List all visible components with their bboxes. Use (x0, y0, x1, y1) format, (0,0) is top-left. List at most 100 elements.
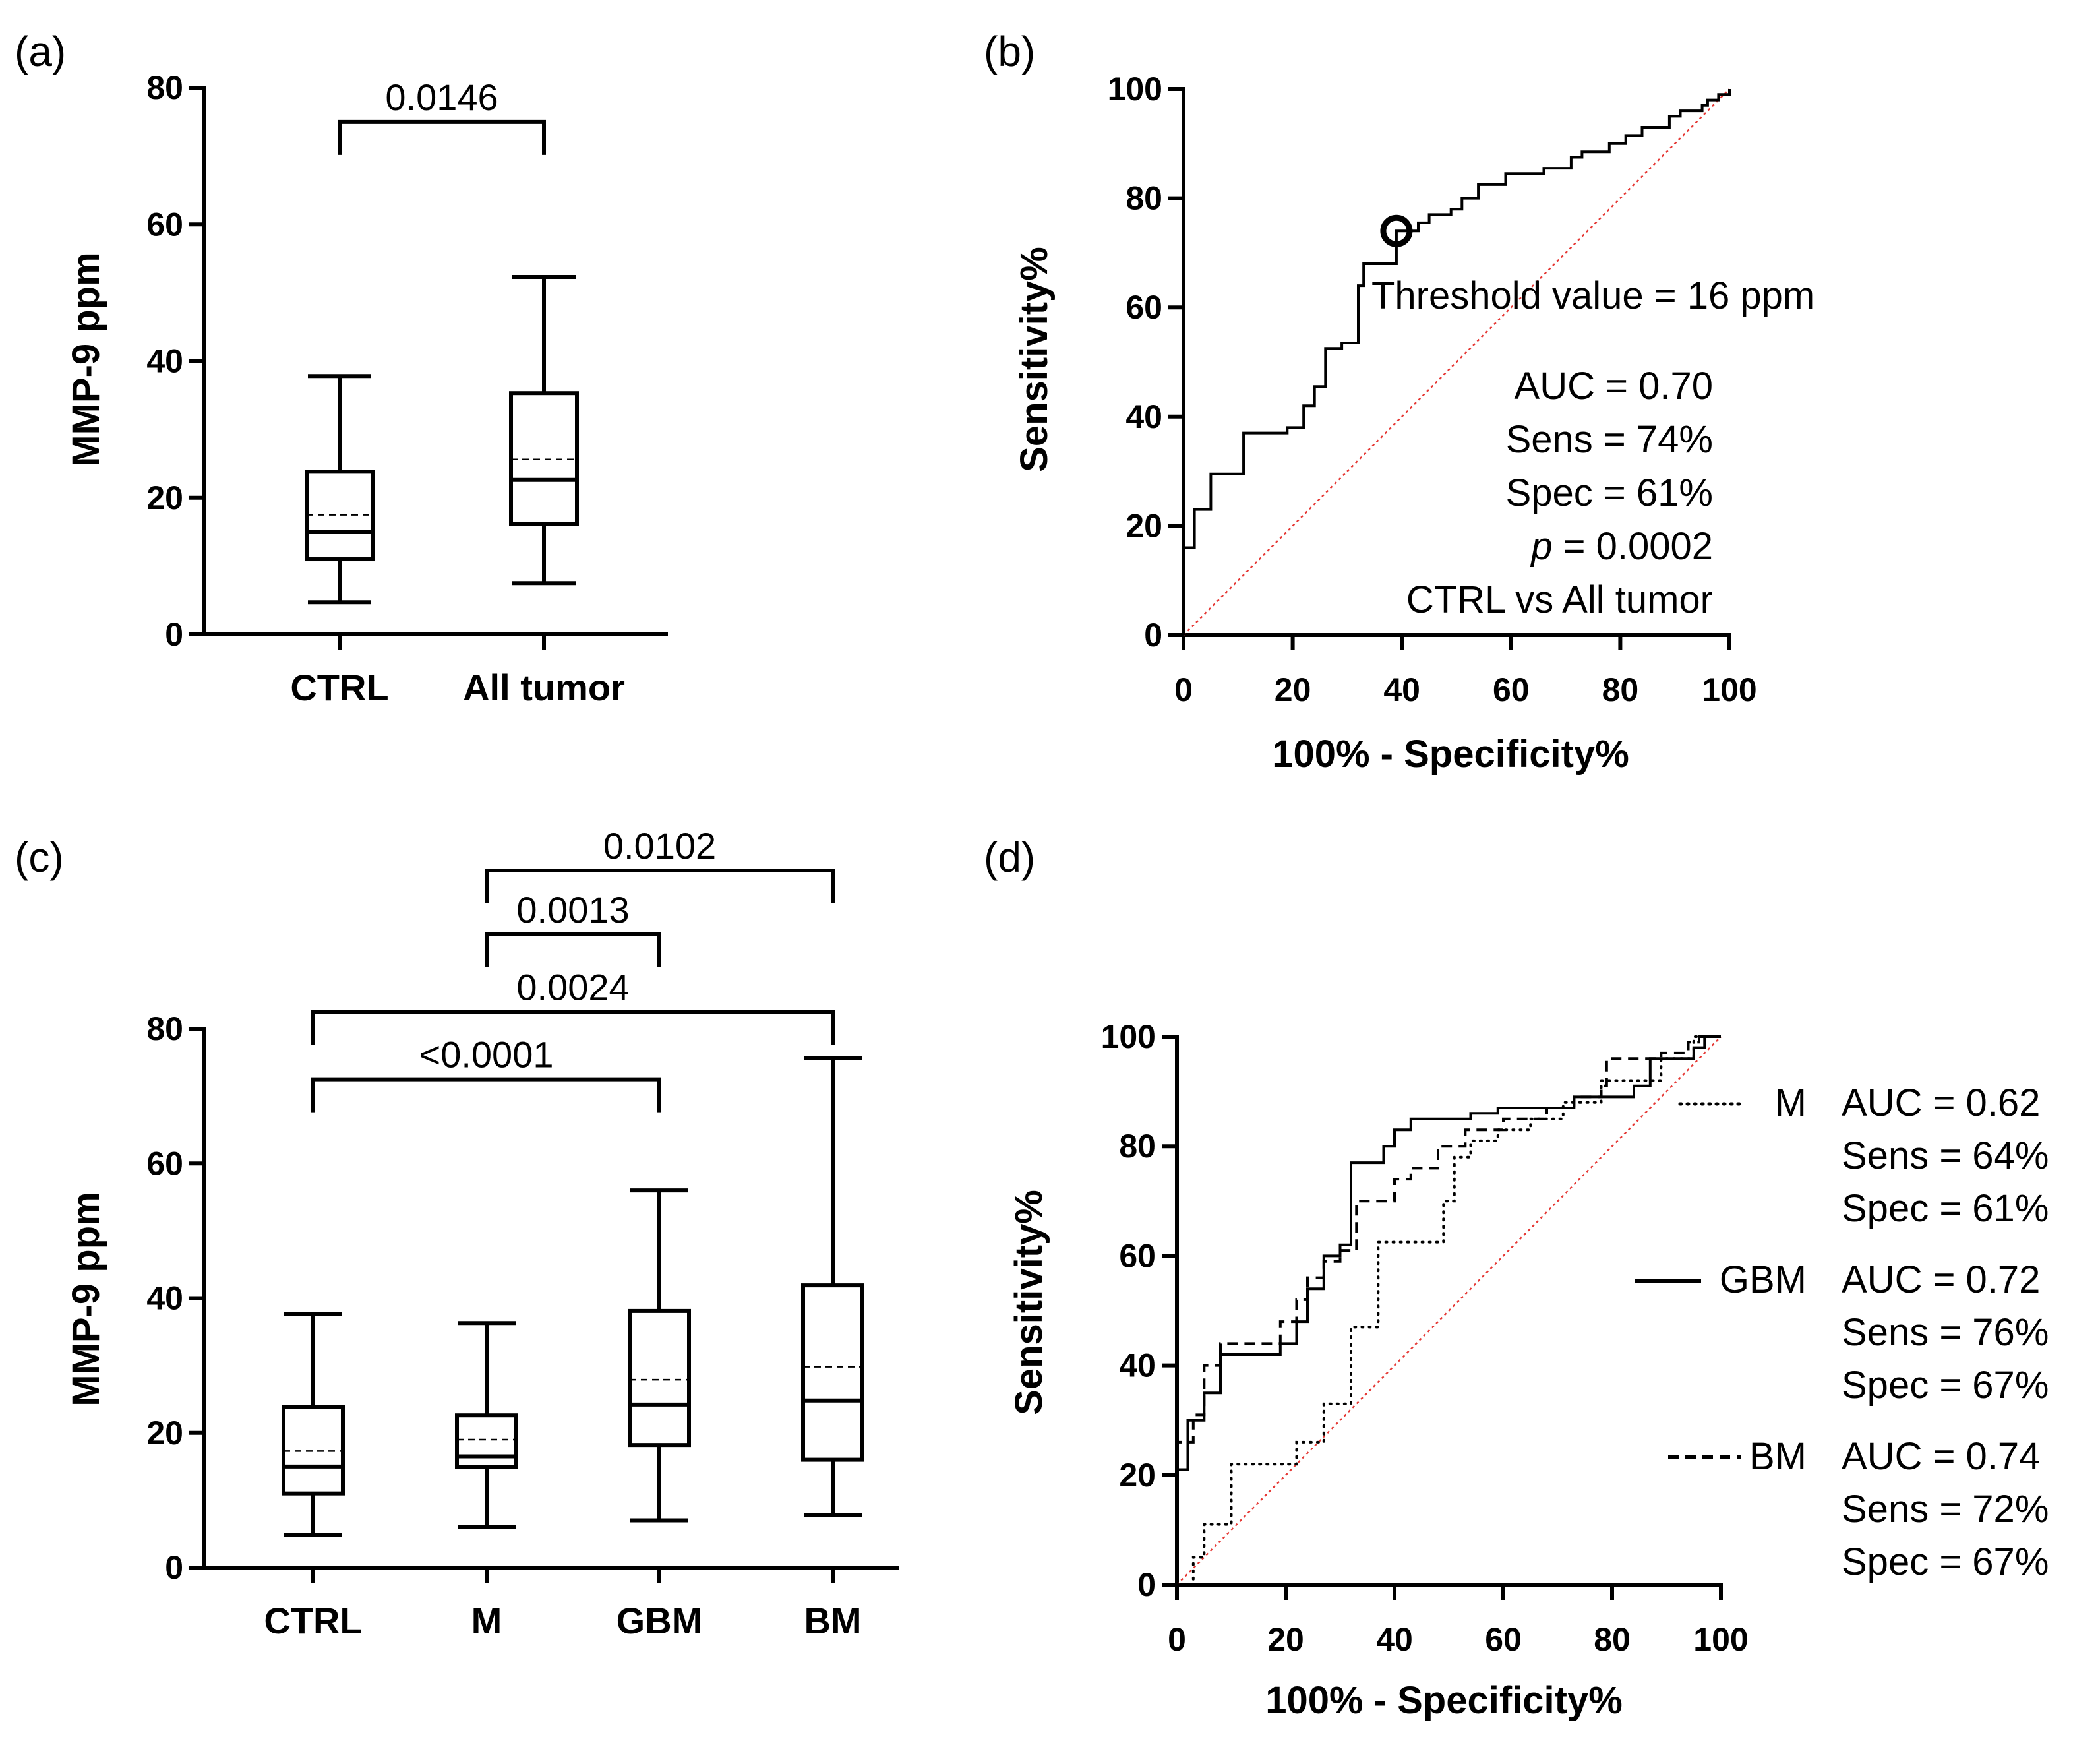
y-tick-label: 20 (1119, 1457, 1156, 1494)
y-tick-label: 20 (146, 1415, 183, 1451)
y-tick-label: 80 (1119, 1128, 1156, 1165)
y-tick-label: 0 (165, 1549, 183, 1586)
y-tick-label: 100 (1108, 71, 1162, 107)
auc-label: AUC = 0.70 (1515, 365, 1713, 408)
box-iqr (455, 1413, 518, 1469)
category-label: CTRL (264, 1600, 362, 1641)
p-value-label: 0.0102 (603, 825, 716, 867)
panel-d: (d) Sensitivity% 100% - Specificity% 0 20… (984, 834, 2049, 1722)
panel-b: (b) Sensitivity% 100% - Specificity% 0 20… (984, 28, 1815, 776)
y-tick-label: 60 (1119, 1237, 1156, 1274)
roc-curve-gbm (1176, 1035, 1721, 1585)
plot-area: 0 20 40 60 80 100 0 20 40 60 80 100 (1101, 1018, 1749, 1658)
y-tick-label: 0 (165, 616, 183, 653)
significance-bracket (311, 1077, 661, 1113)
x-tick-label: 100 (1702, 671, 1756, 708)
legend-sens: Sens = 76% (1842, 1311, 2049, 1354)
x-axis-title: 100% - Specificity% (1265, 1679, 1623, 1722)
y-tick-label: 20 (146, 479, 183, 516)
category-label: GBM (616, 1600, 703, 1641)
panel-label: (a) (15, 28, 66, 75)
box-iqr (801, 1283, 864, 1462)
y-axis-title: Sensitivity% (1013, 247, 1056, 472)
x-tick-label: 20 (1267, 1621, 1304, 1658)
y-axis-title: MMP-9 ppm (65, 1192, 107, 1406)
significance-bracket (485, 932, 661, 968)
y-tick-label: 100 (1101, 1018, 1156, 1055)
legend: M AUC = 0.62 Sens = 64% Spec = 61% GBM AUC = … (1635, 1082, 2049, 1583)
legend-series-name: BM (1749, 1435, 1807, 1478)
x-tick-label: 40 (1376, 1621, 1413, 1658)
sens-label: Sens = 74% (1506, 418, 1713, 461)
roc-curve-m (1176, 1035, 1722, 1586)
reference-diagonal (1176, 1036, 1722, 1585)
y-tick-label: 0 (1137, 1566, 1156, 1603)
y-tick-label: 40 (146, 343, 183, 380)
panel-label: (d) (984, 834, 1035, 881)
y-tick-label: 40 (1119, 1347, 1156, 1384)
legend-spec: Spec = 67% (1842, 1364, 2049, 1407)
legend-auc: AUC = 0.72 (1842, 1258, 2040, 1301)
x-tick-label: 80 (1594, 1621, 1631, 1658)
y-tick-label: 80 (146, 69, 183, 106)
category-label: BM (804, 1600, 861, 1641)
p-value-label: <0.0001 (419, 1034, 554, 1076)
legend-auc: AUC = 0.62 (1842, 1082, 2040, 1124)
x-tick-label: 0 (1168, 1621, 1186, 1658)
x-tick-label: 20 (1275, 671, 1311, 708)
plot-area: 0 20 40 60 80 100 0 20 40 60 80 100 (1108, 71, 1757, 708)
plot-area: 0 20 40 60 80 CTRL M GBM BM <0.0001 0.0024 0.0013 0.… (146, 825, 899, 1641)
plot-area: 0 20 40 60 80 CTRL All tumor 0.0146 (146, 69, 668, 708)
x-tick-label: 80 (1602, 671, 1639, 708)
y-tick-label: 40 (1125, 398, 1162, 435)
box-iqr (628, 1308, 691, 1448)
roc-curve-bm (1176, 1035, 1721, 1585)
legend-sens: Sens = 72% (1842, 1488, 2049, 1531)
roc-curve (1182, 89, 1731, 635)
y-tick-label: 0 (1144, 617, 1162, 654)
panel-label: (c) (15, 834, 64, 881)
panel-c: (c) MMP-9 ppm 0 20 40 60 80 CTRL M GBM BM <0.0001… (15, 825, 899, 1641)
panel-a: (a) MMP-9 ppm 0 20 40 60 80 CTRL All tumor 0.01… (15, 28, 668, 708)
significance-bracket (311, 1010, 835, 1045)
y-tick-label: 60 (146, 1145, 183, 1182)
p-value-label: 0.0024 (516, 966, 629, 1008)
reference-diagonal (1183, 88, 1730, 636)
y-tick-label: 20 (1125, 507, 1162, 544)
legend-spec: Spec = 61% (1842, 1187, 2049, 1230)
p-value-label: 0.0146 (385, 76, 498, 118)
p-value-label: 0.0013 (516, 889, 629, 931)
x-axis-title: 100% - Specificity% (1272, 733, 1629, 776)
y-tick-label: 80 (1125, 180, 1162, 217)
legend-auc: AUC = 0.74 (1842, 1435, 2040, 1478)
x-tick-label: 100 (1693, 1621, 1748, 1658)
panel-label: (b) (984, 28, 1035, 75)
x-tick-label: 0 (1174, 671, 1193, 708)
box-iqr (509, 391, 579, 526)
legend-sens: Sens = 64% (1842, 1134, 2049, 1177)
significance-bracket (485, 869, 835, 904)
legend-spec: Spec = 67% (1842, 1541, 2049, 1583)
p-symbol: p (1530, 525, 1552, 568)
spec-label: Spec = 61% (1506, 472, 1713, 514)
y-axis-title: Sensitivity% (1007, 1190, 1050, 1415)
p-value-label: p = 0.0002 (1530, 525, 1713, 568)
category-label: All tumor (463, 667, 625, 708)
x-tick-label: 40 (1383, 671, 1420, 708)
p-value: = 0.0002 (1553, 525, 1714, 568)
threshold-label: Threshold value = 16 ppm (1371, 274, 1815, 317)
threshold-marker (1380, 214, 1413, 247)
legend-series-name: GBM (1720, 1258, 1807, 1301)
legend-series-name: M (1775, 1082, 1807, 1124)
y-tick-label: 40 (146, 1280, 183, 1317)
y-tick-label: 60 (146, 206, 183, 243)
significance-bracket (338, 119, 546, 155)
category-label: CTRL (290, 667, 388, 708)
x-tick-label: 60 (1493, 671, 1530, 708)
comparison-label: CTRL vs All tumor (1406, 578, 1713, 621)
y-tick-label: 80 (146, 1010, 183, 1047)
y-axis-title: MMP-9 ppm (65, 252, 107, 466)
category-label: M (471, 1600, 502, 1641)
y-tick-label: 60 (1125, 289, 1162, 326)
